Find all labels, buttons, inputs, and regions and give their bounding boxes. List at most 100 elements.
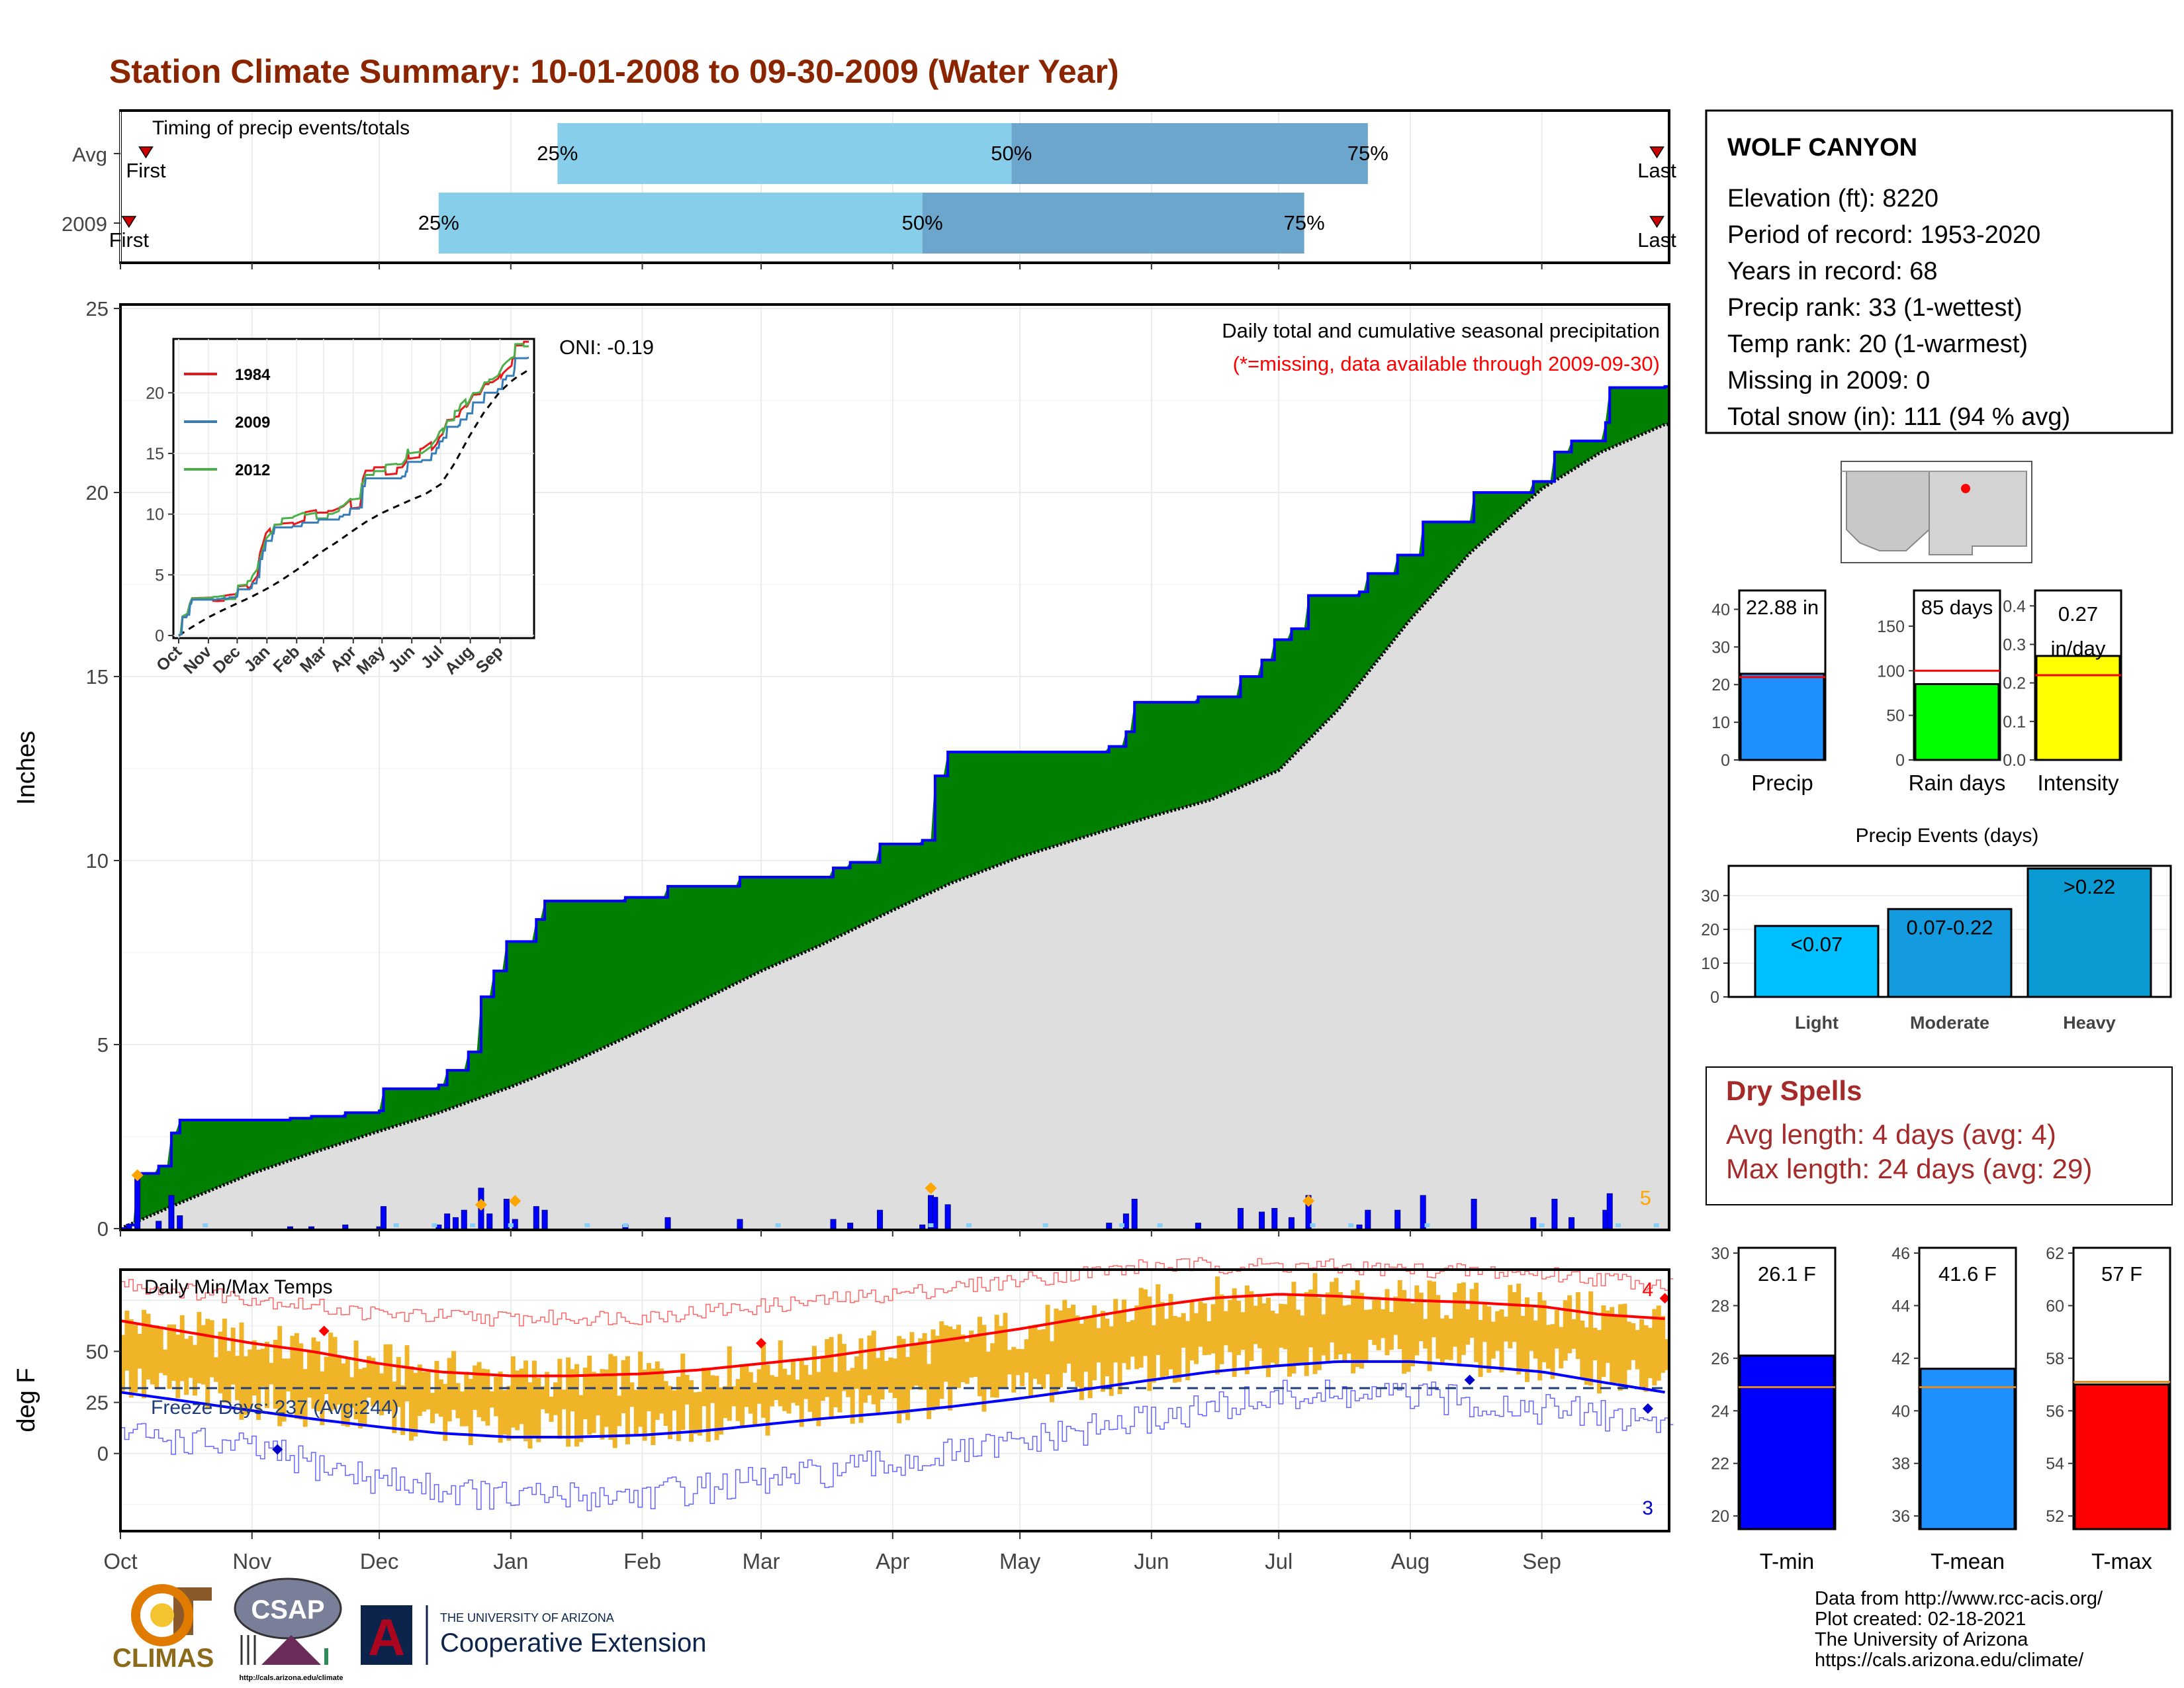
daily-temp-bar (1075, 1315, 1080, 1387)
temp-stat-y-tick-label: 62 (2046, 1244, 2064, 1263)
daily-temp-bar (1461, 1282, 1466, 1355)
daily-temp-bar (964, 1342, 970, 1384)
daily-temp-bar (1032, 1325, 1038, 1379)
daily-temp-bar (1388, 1311, 1394, 1350)
daily-temp-bar (214, 1357, 219, 1382)
daily-temp-bar (600, 1369, 605, 1440)
daily-temp-bar (1529, 1307, 1534, 1351)
daily-temp-bar (1351, 1289, 1356, 1374)
events-frame (1727, 865, 2172, 998)
daily-temp-bar (578, 1395, 584, 1442)
daily-precip-bar (308, 1226, 314, 1229)
daily-temp-bar (1647, 1327, 1653, 1378)
footer-line: https://cals.arizona.edu/climate/ (1815, 1650, 2084, 1671)
daily-temp-bar (1474, 1282, 1479, 1362)
daily-temp-bar (1465, 1309, 1471, 1345)
daily-temp-bar (1105, 1319, 1110, 1377)
daily-temp-bar (459, 1391, 465, 1427)
daily-precip-bar (1551, 1199, 1558, 1229)
daily-temp-bar (379, 1373, 385, 1416)
daily-temp-bar (1249, 1291, 1254, 1361)
daily-temp-bar (146, 1313, 151, 1380)
station-location-dot (1961, 484, 1970, 493)
daily-temp-bar (672, 1390, 677, 1411)
record-marker (1659, 1293, 1670, 1304)
trace-precip-mark (1615, 1223, 1621, 1227)
daily-temp-bar (1563, 1300, 1568, 1361)
temp-stat-label: T-max (2091, 1549, 2152, 1573)
daily-temp-bar (1007, 1350, 1012, 1375)
trace-precip-mark (1424, 1223, 1430, 1227)
daily-temp-bar (727, 1346, 732, 1421)
station-info-line: Temp rank: 20 (1-warmest) (1727, 330, 2028, 358)
inset-y-tick-label: 0 (155, 627, 164, 645)
daily-temp-bar (1240, 1312, 1246, 1350)
ua-logo: A THE UNIVERSITY OF ARIZONA Cooperative … (361, 1605, 706, 1666)
dry-spells-avg: Avg length: 4 days (avg: 4) (1726, 1119, 2056, 1150)
daily-temp-bar (901, 1338, 906, 1414)
timing-row-label: 2009 (62, 212, 107, 236)
daily-temp-bar (307, 1350, 312, 1398)
trace-precip-mark (928, 1223, 934, 1227)
daily-temp-bar (1661, 1315, 1666, 1373)
daily-temp-bar (1580, 1320, 1585, 1380)
daily-temp-bar (1232, 1288, 1237, 1378)
daily-temp-bar (905, 1356, 911, 1421)
daily-temp-bar (489, 1391, 494, 1408)
events-y-tick-label: 0 (1710, 988, 1719, 1007)
daily-temp-bar (1045, 1305, 1050, 1375)
stat-y-tick-label: 30 (1711, 638, 1730, 657)
daily-temp-bar (765, 1364, 770, 1436)
daily-temp-bar (642, 1370, 647, 1441)
daily-temp-bar (1177, 1317, 1182, 1382)
daily-temp-bar (1219, 1294, 1224, 1364)
daily-temp-bar (668, 1385, 673, 1439)
station-info-line: Elevation (ft): 8220 (1727, 185, 1938, 212)
last-event-label: Last (1637, 228, 1676, 252)
ua-small-text: THE UNIVERSITY OF ARIZONA (440, 1611, 614, 1624)
dry-spells-title: Dry Spells (1726, 1075, 1862, 1106)
stat-value-line1: 0.27 (2058, 602, 2098, 626)
daily-temp-bar (1626, 1321, 1631, 1370)
daily-temp-bar (430, 1393, 435, 1423)
daily-temp-bar (994, 1315, 999, 1398)
temp-stat-label: T-min (1760, 1549, 1815, 1573)
temp-stat-y-tick-label: 42 (1891, 1350, 1910, 1368)
daily-temp-bar (1143, 1289, 1148, 1356)
daily-temp-bar (443, 1383, 448, 1441)
trace-precip-mark (1310, 1223, 1316, 1227)
timing-row-label: Avg (72, 143, 107, 166)
daily-temp-bar (811, 1346, 817, 1419)
temp-stat-value: 41.6 F (1938, 1262, 1997, 1286)
daily-temp-bar (1172, 1315, 1177, 1383)
daily-temp-bar (1050, 1341, 1055, 1403)
daily-precip-bar (1471, 1199, 1477, 1229)
inset-y-tick-label: 20 (146, 384, 164, 402)
daily-temp-bar (748, 1372, 753, 1414)
daily-temp-bar (1363, 1309, 1369, 1361)
daily-temp-bar (523, 1360, 529, 1442)
daily-temp-bar (387, 1344, 392, 1410)
timing-label-50: 50% (991, 142, 1032, 165)
daily-temp-bar (952, 1329, 957, 1388)
daily-precip-bar (287, 1226, 293, 1229)
record-marker (318, 1325, 330, 1336)
daily-temp-bar (1156, 1284, 1161, 1356)
daily-temp-bar (1295, 1309, 1300, 1364)
daily-temp-bar (663, 1381, 668, 1426)
daily-temp-bar (880, 1350, 885, 1400)
daily-precip-bar (541, 1209, 548, 1229)
daily-temp-bar (1020, 1349, 1025, 1387)
timing-label-25: 25% (418, 211, 459, 234)
first-event-label: First (126, 159, 166, 182)
page-title: Station Climate Summary: 10-01-2008 to 0… (109, 53, 1119, 90)
stat-y-tick-label: 0.0 (2003, 751, 2026, 770)
daily-temp-bar (714, 1376, 719, 1440)
daily-temp-bar (981, 1325, 987, 1412)
daily-temp-bar (1402, 1289, 1407, 1374)
daily-temp-bar (502, 1389, 507, 1435)
temp-stat-y-tick-label: 46 (1891, 1244, 1910, 1263)
daily-temp-bar (371, 1358, 376, 1407)
temp-stat-y-tick-label: 36 (1891, 1507, 1910, 1526)
daily-temp-bar (697, 1391, 702, 1436)
